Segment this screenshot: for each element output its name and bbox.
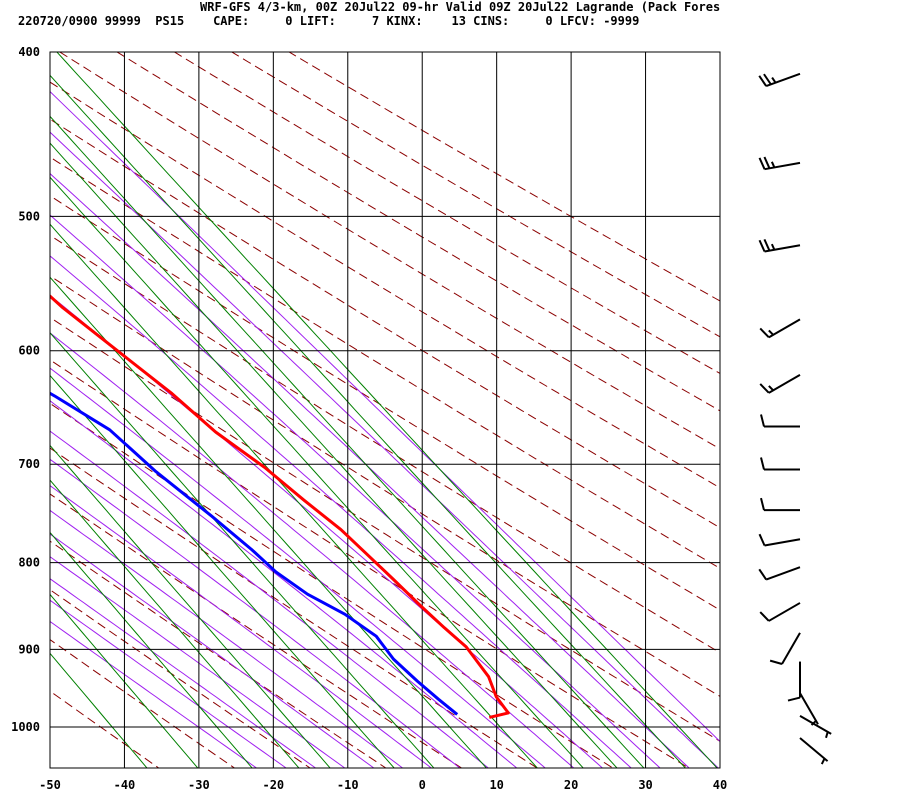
wind-barb (758, 156, 801, 171)
mixing-ratio-line (50, 142, 618, 768)
moist-adiabat-line (50, 458, 461, 768)
mixing-ratio-line (50, 531, 253, 768)
temperature-profile (50, 294, 510, 719)
moist-adiabat-line (50, 556, 346, 768)
dry-adiabat-line (173, 52, 720, 375)
background-lines (50, 52, 720, 768)
wind-barb (758, 533, 801, 547)
x-tick-label: 30 (638, 778, 652, 792)
mixing-ratio-line (50, 444, 331, 768)
dry-adiabat-line (288, 52, 720, 302)
x-tick-label: -10 (337, 778, 359, 792)
wind-barb (760, 497, 800, 512)
y-tick-label: 500 (18, 209, 40, 223)
x-tick-label: -40 (114, 778, 136, 792)
y-tick-label: 900 (18, 642, 40, 656)
mixing-ratio-line (50, 479, 300, 768)
x-tick-label: 40 (713, 778, 727, 792)
dry-adiabat-line (50, 359, 690, 768)
data-series (50, 294, 510, 719)
y-tick-label: 1000 (11, 720, 40, 734)
moist-adiabat-line (50, 509, 404, 768)
y-tick-label: 800 (18, 556, 40, 570)
wind-barb (758, 72, 801, 88)
mixing-ratio-line (50, 374, 395, 768)
mixing-ratio-line (50, 332, 435, 768)
moist-adiabat-line (50, 172, 690, 768)
dry-adiabat-line (230, 52, 720, 338)
wind-barb (799, 715, 832, 739)
x-tick-label: 20 (564, 778, 578, 792)
dry-adiabat-line (50, 690, 160, 768)
mixing-ratio-line (56, 52, 718, 768)
x-tick-label: -50 (39, 778, 61, 792)
moist-adiabat-line (50, 485, 433, 768)
mixing-ratio-line (50, 74, 687, 768)
dry-adiabat-line (50, 493, 463, 768)
chart-header-line-2: 220720/0900 99999 PS15 CAPE: 0 LIFT: 7 K… (18, 14, 640, 28)
mixing-ratio-line (50, 652, 148, 768)
y-tick-label: 600 (18, 344, 40, 358)
y-tick-label: 700 (18, 457, 40, 471)
wind-barb (759, 318, 801, 339)
moist-adiabat-line (50, 578, 317, 768)
dry-adiabat-line (50, 589, 311, 768)
moist-adiabat-line (50, 620, 258, 768)
dry-adiabat-line (50, 118, 720, 529)
wind-barb (769, 632, 801, 665)
mixing-ratio-line (50, 223, 538, 768)
x-tick-labels: -50 -40 -30 -20 -10 0 10 20 30 40 (39, 778, 727, 792)
dry-adiabat-line (50, 275, 720, 697)
x-tick-label: -20 (262, 778, 284, 792)
dewpoint-profile (50, 391, 459, 716)
wind-barb (759, 602, 801, 622)
moist-adiabat-line (50, 255, 632, 768)
y-tick-labels: 400 500 600 700 800 900 1000 (11, 45, 40, 734)
moist-adiabat-line (50, 131, 719, 768)
moist-adiabat-line (50, 332, 575, 768)
wind-barb (758, 238, 801, 253)
dry-adiabat-line (58, 52, 720, 450)
plot-frame (49, 51, 721, 769)
dry-adiabat-line (50, 540, 387, 768)
moist-adiabat-line (50, 214, 661, 768)
moist-adiabat-line (50, 430, 490, 768)
wind-barb (799, 737, 829, 765)
dry-adiabat-line (50, 156, 720, 569)
y-tick-label: 400 (18, 45, 40, 59)
chart-header-line-1: WRF-GFS 4/3-km, 00Z 20Jul22 09-hr Valid … (200, 0, 721, 14)
mixing-ratio-line (50, 276, 488, 768)
wind-barb (760, 414, 800, 428)
wind-barbs (758, 72, 832, 765)
mixing-ratio-line (50, 115, 645, 768)
x-tick-label: -30 (188, 778, 210, 792)
mixing-ratio-line (50, 176, 584, 768)
moist-adiabat-line (50, 90, 720, 743)
dry-adiabat-line (116, 52, 720, 412)
dry-adiabat-line (50, 402, 614, 768)
wind-barb (787, 661, 801, 702)
x-tick-label: 0 (419, 778, 426, 792)
wind-barb (759, 373, 801, 394)
dry-adiabat-line (50, 447, 539, 768)
x-tick-label: 10 (489, 778, 503, 792)
moist-adiabat-line (50, 533, 375, 768)
moist-adiabat-line (50, 400, 518, 768)
moist-adiabat-line (50, 599, 287, 768)
dry-adiabat-line (50, 639, 236, 768)
dry-adiabat-line (50, 195, 720, 611)
wind-barb (758, 566, 801, 581)
moist-adiabat-line (50, 367, 546, 768)
mixing-ratio-line (50, 593, 199, 768)
wind-barb (760, 457, 800, 471)
moist-adiabat-line (50, 294, 604, 768)
